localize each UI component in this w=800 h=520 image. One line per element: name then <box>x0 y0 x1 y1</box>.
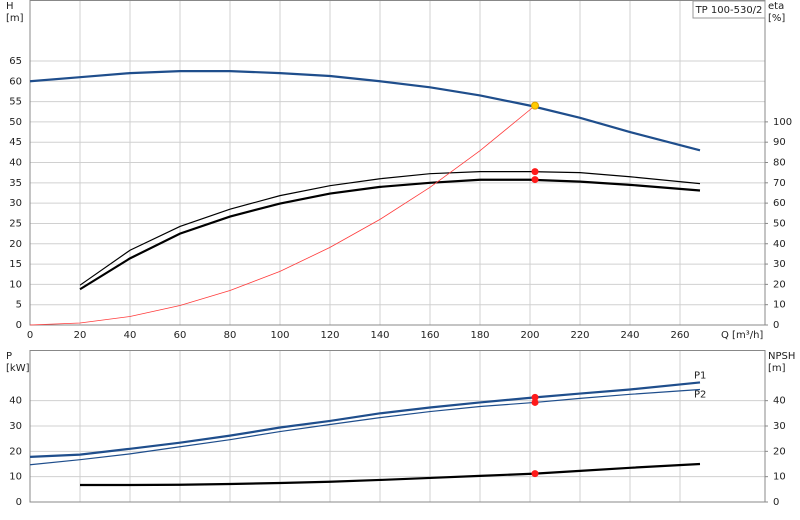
y2-axis-label: [m] <box>768 363 786 374</box>
y-tick-label: 10 <box>9 279 22 290</box>
y2-tick-label: 10 <box>773 472 786 483</box>
operating-point <box>531 398 539 406</box>
curve <box>29 69 701 152</box>
x-tick-label: 40 <box>124 330 137 341</box>
curve <box>80 462 701 487</box>
y-axis-label: H <box>6 1 14 12</box>
y2-tick-label: 40 <box>773 396 786 407</box>
legend-label: P1 <box>694 370 706 381</box>
curve <box>29 388 701 466</box>
curve <box>29 381 701 459</box>
y-axis-label: [m] <box>6 13 24 24</box>
y2-tick-label: 90 <box>773 137 786 148</box>
y2-tick-label: 60 <box>773 198 786 209</box>
y-axis-label: P <box>6 351 12 362</box>
y-tick-label: 45 <box>9 137 22 148</box>
y-tick-label: 20 <box>9 239 22 250</box>
y2-axis-label: NPSH <box>768 351 795 362</box>
y-tick-label: 30 <box>9 421 22 432</box>
y-tick-label: 25 <box>9 218 22 229</box>
y2-tick-label: 30 <box>773 259 786 270</box>
operating-point <box>531 470 539 478</box>
y-tick-label: 40 <box>9 396 22 407</box>
x-tick-label: 200 <box>520 330 539 341</box>
y-tick-label: 40 <box>9 158 22 169</box>
y2-tick-label: 70 <box>773 178 786 189</box>
y2-tick-label: 0 <box>773 497 779 508</box>
y-tick-label: 0 <box>16 320 22 331</box>
y2-tick-label: 0 <box>773 320 779 331</box>
operating-point <box>531 168 539 176</box>
plot-frame <box>29 0 766 326</box>
operating-point <box>531 393 539 401</box>
x-tick-label: 60 <box>174 330 187 341</box>
y2-axis-label: eta <box>768 1 784 12</box>
y2-tick-label: 30 <box>773 421 786 432</box>
y-tick-label: 55 <box>9 97 22 108</box>
y-tick-label: 15 <box>9 259 22 270</box>
y-tick-label: 50 <box>9 117 22 128</box>
y2-tick-label: 80 <box>773 158 786 169</box>
x-tick-label: 100 <box>270 330 289 341</box>
x-tick-label: 120 <box>320 330 339 341</box>
curve <box>79 171 701 286</box>
operating-point <box>531 101 539 110</box>
y-tick-label: 10 <box>9 472 22 483</box>
title-box <box>692 0 766 19</box>
chart-title: TP 100-530/2 <box>695 5 763 16</box>
curve <box>29 105 536 326</box>
y2-tick-label: 20 <box>773 279 786 290</box>
y-tick-label: 60 <box>9 76 22 87</box>
x-tick-label: 260 <box>670 330 689 341</box>
y-tick-label: 0 <box>16 497 22 508</box>
y2-tick-label: 50 <box>773 218 786 229</box>
operating-point <box>531 176 539 184</box>
curve <box>79 178 701 291</box>
y-tick-label: 35 <box>9 178 22 189</box>
x-axis-label: Q [m³/h] <box>721 330 763 341</box>
y2-tick-label: 20 <box>773 446 786 457</box>
x-tick-label: 220 <box>570 330 589 341</box>
y-tick-label: 30 <box>9 198 22 209</box>
y-tick-label: 5 <box>16 300 22 311</box>
y2-tick-label: 100 <box>773 117 792 128</box>
y-tick-label: 20 <box>9 446 22 457</box>
x-tick-label: 180 <box>470 330 489 341</box>
y-axis-label: [kW] <box>6 363 30 374</box>
legend-label: P2 <box>694 390 706 401</box>
y2-tick-label: 40 <box>773 239 786 250</box>
x-tick-label: 160 <box>420 330 439 341</box>
y2-tick-label: 10 <box>773 300 786 311</box>
y-tick-label: 65 <box>9 56 22 67</box>
x-tick-label: 20 <box>74 330 87 341</box>
plot-frame <box>29 350 766 503</box>
x-tick-label: 240 <box>620 330 639 341</box>
x-tick-label: 0 <box>27 330 33 341</box>
y2-axis-label: [%] <box>768 13 785 24</box>
x-tick-label: 80 <box>224 330 237 341</box>
x-tick-label: 140 <box>370 330 389 341</box>
